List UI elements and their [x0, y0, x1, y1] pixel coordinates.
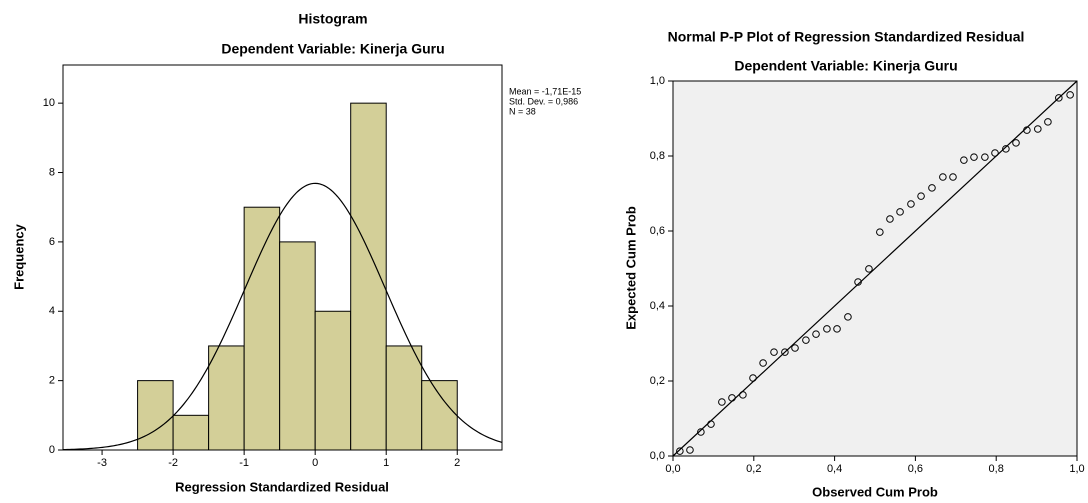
x-tick-label: 1 — [383, 457, 389, 469]
stat-n: N = 38 — [509, 106, 536, 116]
x-tick-label: 0,2 — [746, 463, 761, 475]
y-tick-label: 6 — [49, 236, 55, 248]
bar — [351, 103, 387, 450]
bar — [244, 207, 280, 450]
y-tick-label: 8 — [49, 166, 55, 178]
x-tick-label: 1,0 — [1069, 463, 1084, 475]
y-axis-title: Frequency — [11, 223, 26, 290]
y-tick-label: 0,8 — [650, 150, 665, 162]
x-tick-label: 0 — [312, 457, 318, 469]
bar — [315, 311, 351, 450]
y-axis-title: Expected Cum Prob — [623, 206, 638, 330]
x-tick-label: 0,8 — [989, 463, 1004, 475]
chart-subtitle: Dependent Variable: Kinerja Guru — [734, 58, 957, 74]
x-tick-label: 2 — [454, 457, 460, 469]
page: Histogram Dependent Variable: Kinerja Gu… — [0, 0, 1088, 503]
y-tick-label: 10 — [43, 97, 55, 109]
y-tick-label: 0,0 — [650, 450, 665, 462]
bar — [386, 346, 422, 450]
y-tick-label: 4 — [49, 305, 55, 317]
stat-sd: Std. Dev. = 0,986 — [509, 96, 578, 106]
y-tick-label: 0,6 — [650, 225, 665, 237]
stat-mean: Mean = -1,71E-15 — [509, 86, 581, 96]
y-tick-label: 2 — [49, 375, 55, 387]
bar — [209, 346, 245, 450]
chart-title: Normal P-P Plot of Regression Standardiz… — [668, 29, 1025, 45]
chart-title: Histogram — [298, 11, 367, 27]
x-tick-label: 0,0 — [665, 463, 680, 475]
x-axis-title: Regression Standardized Residual — [175, 479, 389, 494]
bar — [138, 381, 174, 450]
x-tick-label: -1 — [239, 457, 249, 469]
x-tick-label: 0,6 — [908, 463, 923, 475]
x-tick-label: 0,4 — [827, 463, 842, 475]
y-tick-label: 0,2 — [650, 375, 665, 387]
chart-subtitle: Dependent Variable: Kinerja Guru — [221, 41, 444, 57]
y-tick-label: 1,0 — [650, 75, 665, 87]
bar — [173, 415, 209, 450]
bar — [422, 381, 458, 450]
x-tick-label: -3 — [97, 457, 107, 469]
bar — [280, 242, 316, 450]
x-tick-label: -2 — [168, 457, 178, 469]
y-tick-label: 0,4 — [650, 300, 665, 312]
y-tick-label: 0 — [49, 444, 55, 456]
x-axis-title: Observed Cum Prob — [812, 484, 938, 499]
